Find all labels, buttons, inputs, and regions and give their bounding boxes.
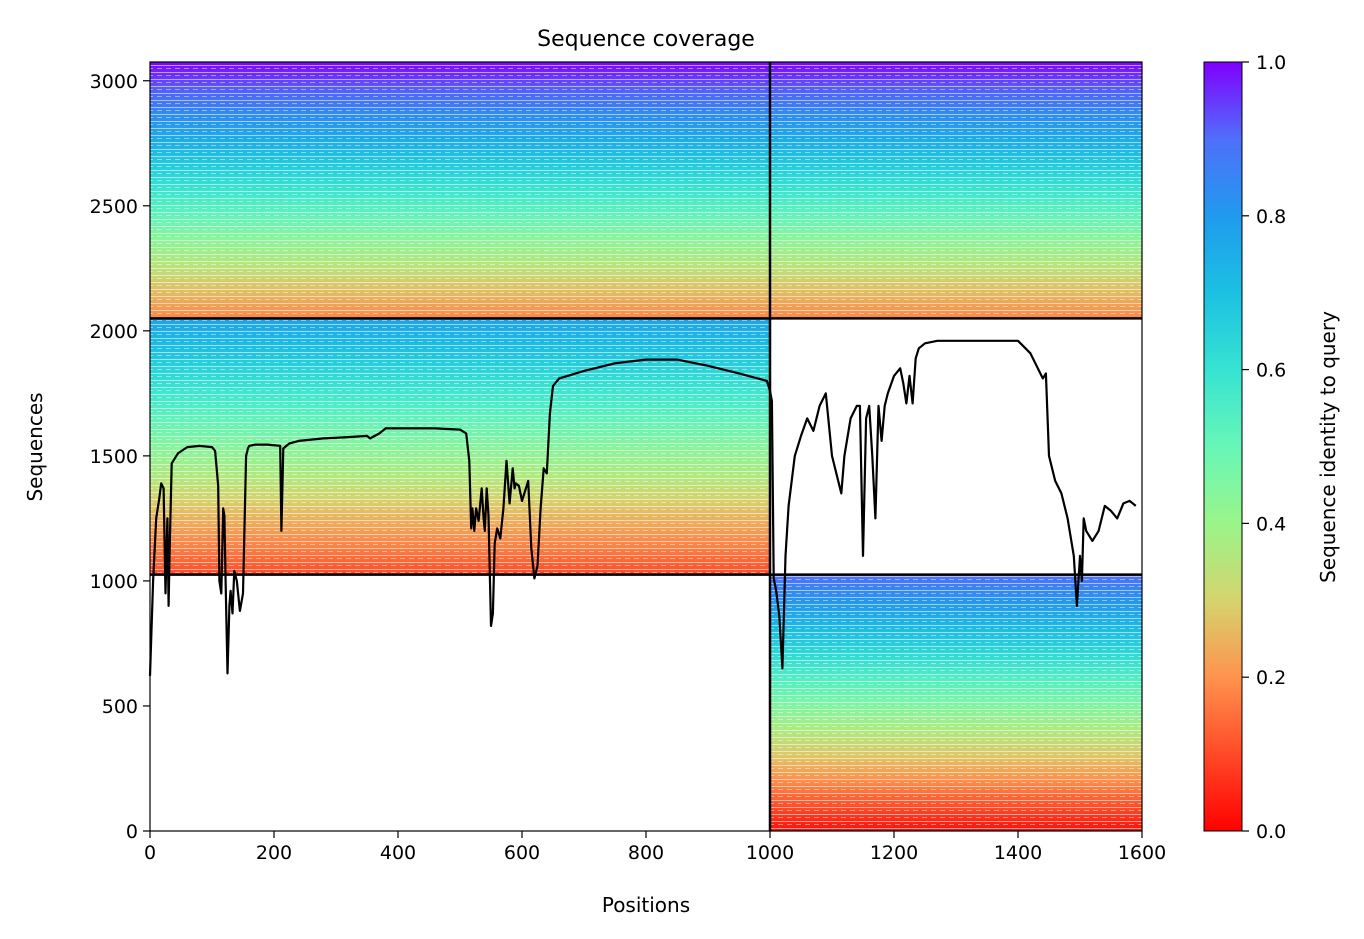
- heatmap-block-texture: [150, 318, 770, 575]
- x-tick-label: 1600: [1118, 842, 1166, 864]
- coverage-heatmap: [150, 62, 1142, 831]
- block-boundaries: [150, 62, 1142, 831]
- colorbar-tick-label: 0.4: [1256, 513, 1286, 535]
- colorbar-label: Sequence identity to query: [1316, 311, 1340, 583]
- x-tick-label: 200: [256, 842, 292, 864]
- x-tick-label: 1400: [994, 842, 1042, 864]
- y-axis-ticks: 0 500 1000 1500 2000 2500 3000: [90, 71, 150, 843]
- y-axis-label: Sequences: [23, 392, 47, 501]
- y-tick-label: 0: [126, 821, 138, 843]
- x-tick-label: 600: [504, 842, 540, 864]
- x-tick-label: 1000: [746, 842, 794, 864]
- y-tick-label: 3000: [90, 71, 138, 93]
- x-tick-label: 0: [144, 842, 156, 864]
- y-tick-label: 1000: [90, 571, 138, 593]
- x-tick-label: 800: [628, 842, 664, 864]
- x-tick-label: 400: [380, 842, 416, 864]
- colorbar: [1203, 61, 1243, 832]
- x-axis-label: Positions: [602, 893, 690, 917]
- y-tick-label: 500: [102, 696, 138, 718]
- colorbar-tick-label: 0.2: [1256, 667, 1286, 689]
- y-tick-label: 2500: [90, 196, 138, 218]
- chart-title: Sequence coverage: [537, 27, 755, 52]
- colorbar-tick-label: 1.0: [1256, 52, 1286, 74]
- heatmap-block-texture: [150, 62, 770, 319]
- x-axis-ticks: 0 200 400 600 800 1000 1200 1400 1600: [144, 831, 1166, 864]
- coverage-line: [148, 339, 1137, 676]
- colorbar-tick-label: 0.8: [1256, 206, 1286, 228]
- y-tick-label: 2000: [90, 321, 138, 343]
- colorbar-tick-label: 0.6: [1256, 360, 1286, 382]
- heatmap-block-texture: [770, 574, 1142, 831]
- heatmap-block-texture: [770, 62, 1142, 319]
- y-tick-label: 1500: [90, 446, 138, 468]
- colorbar-ticks: 0.0 0.2 0.4 0.6 0.8 1.0: [1242, 52, 1286, 843]
- colorbar-tick-label: 0.0: [1256, 821, 1286, 843]
- x-tick-label: 1200: [870, 842, 918, 864]
